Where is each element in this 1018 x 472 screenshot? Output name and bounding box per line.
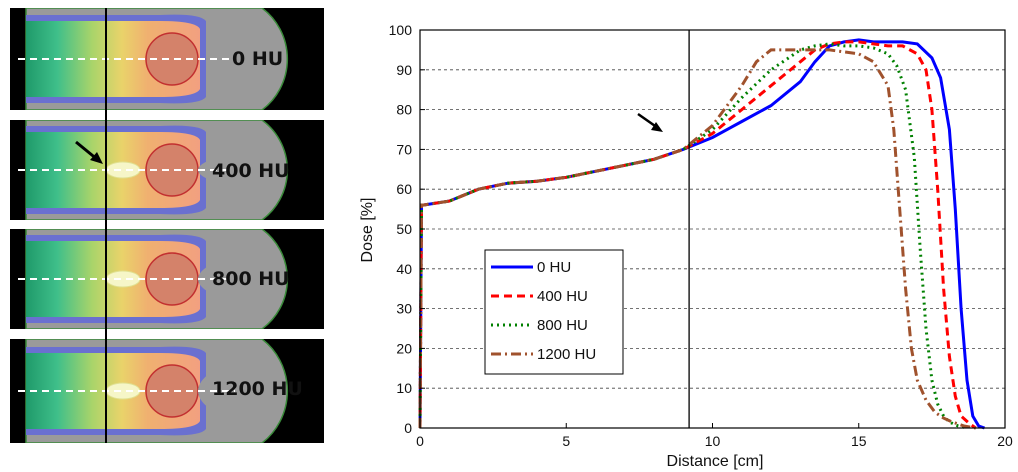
dose-depth-chart: 0 5 10 15 20 0 10 20 30 40 50 60 70 80 90 100 Distance … (359, 22, 1013, 470)
series-line-2 (418, 42, 968, 430)
series-lines (418, 38, 985, 430)
x-tick-label: 20 (997, 433, 1013, 449)
dose-map-drawing (18, 229, 289, 329)
dose-map-panel-800 (10, 229, 324, 329)
x-tick-label: 15 (851, 433, 867, 449)
series-line-3 (418, 48, 977, 430)
chart-arrow-icon (637, 112, 663, 132)
dose-map-drawing (18, 8, 289, 110)
legend-label: 400 HU (537, 288, 588, 305)
y-tick-label: 10 (396, 380, 412, 396)
legend-label: 1200 HU (537, 346, 596, 363)
legend-label: 0 HU (537, 259, 571, 276)
y-tick-label: 50 (396, 221, 412, 237)
y-axis-title: Dose [%] (359, 198, 376, 263)
panel-label-800: 800 HU (212, 268, 290, 290)
y-tick-label: 0 (404, 420, 412, 436)
inhomogeneity-ellipse (105, 382, 141, 400)
y-tick-label: 30 (396, 301, 412, 317)
y-tick-label: 100 (389, 22, 413, 38)
y-tick-label: 90 (396, 62, 412, 78)
dose-map-panel-0 (10, 8, 324, 110)
panel-label-0: 0 HU (232, 48, 284, 70)
dose-map-panel-1200 (10, 339, 324, 443)
y-tick-label: 60 (396, 181, 412, 197)
dose-map-drawing (18, 120, 289, 220)
x-axis-title: Distance [cm] (667, 453, 764, 470)
panel-label-1200: 1200 HU (212, 378, 303, 400)
x-tick-label: 5 (562, 433, 570, 449)
inhomogeneity-ellipse (105, 270, 141, 288)
panel-label-400: 400 HU (212, 160, 290, 182)
legend-label: 800 HU (537, 317, 588, 334)
y-tick-label: 40 (396, 261, 412, 277)
dose-map-drawing (18, 339, 289, 443)
tick-labels: 0 5 10 15 20 0 10 20 30 40 50 60 70 80 90 100 (389, 22, 1013, 449)
inhomogeneity-ellipse (105, 161, 141, 179)
y-tick-label: 20 (396, 340, 412, 356)
x-tick-label: 0 (416, 433, 424, 449)
legend-box (484, 249, 624, 375)
position-marker-line (105, 8, 107, 443)
dose-map-panel-400 (10, 120, 324, 220)
x-tick-label: 10 (705, 433, 721, 449)
arrow-icon (75, 140, 103, 164)
y-tick-label: 80 (396, 102, 412, 118)
y-tick-label: 70 (396, 141, 412, 157)
legend: 0 HU 400 HU 800 HU 1200 HU (484, 249, 624, 375)
